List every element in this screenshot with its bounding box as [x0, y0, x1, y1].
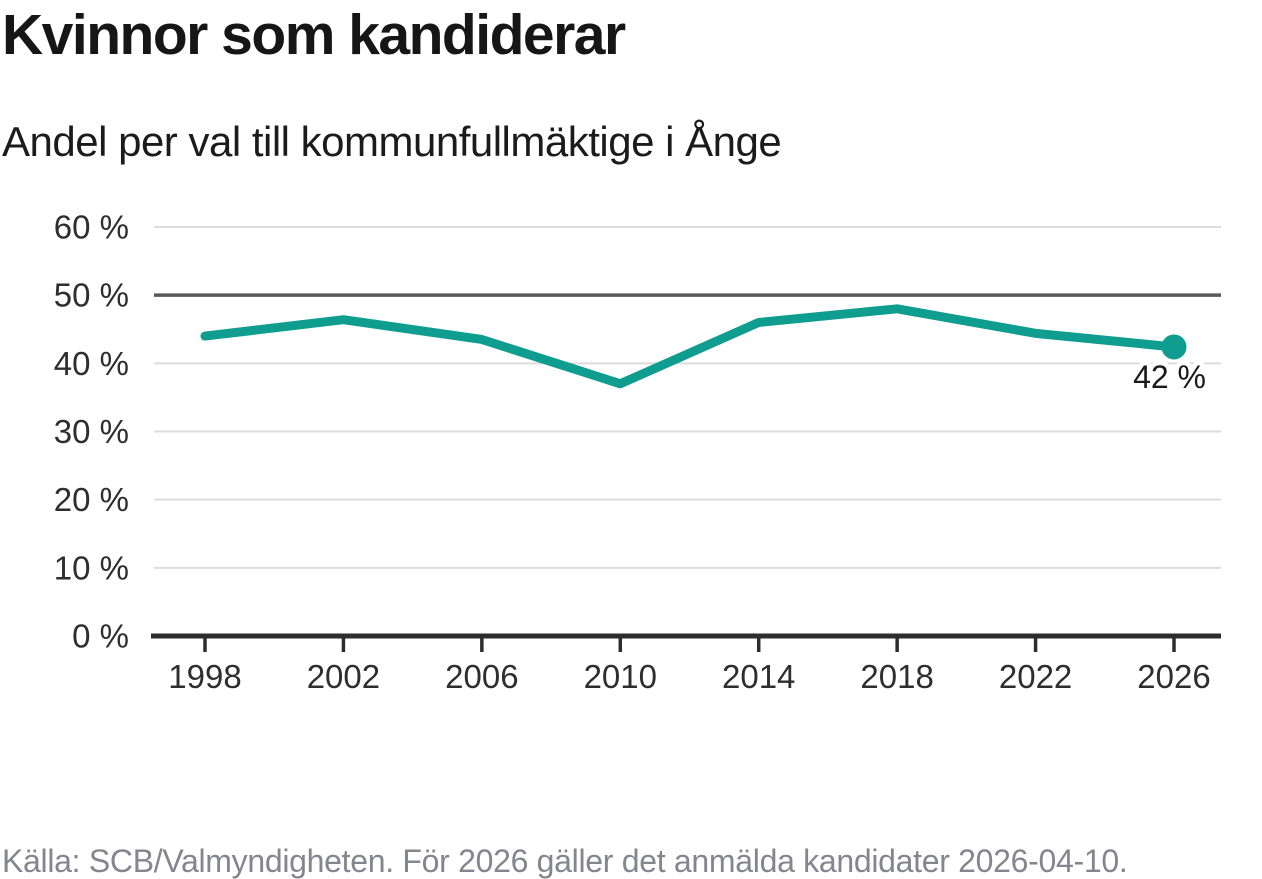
y-tick-label: 50 % — [54, 277, 129, 314]
series-line — [200, 304, 1179, 389]
y-tick-label: 10 % — [54, 549, 129, 586]
y-tick-label: 40 % — [54, 345, 129, 382]
source-note: Källa: SCB/Valmyndigheten. För 2026 gäll… — [2, 843, 1128, 879]
y-tick-label: 30 % — [54, 413, 129, 450]
y-tick-label: 60 % — [54, 209, 129, 246]
x-tick-label: 2006 — [445, 658, 518, 695]
chart-subtitle: Andel per val till kommunfullmäktige i Å… — [2, 118, 782, 165]
x-tick-label: 2018 — [860, 658, 933, 695]
x-tick-label: 2026 — [1137, 658, 1210, 695]
y-tick-label: 20 % — [54, 481, 129, 518]
x-tick-label: 2010 — [584, 658, 657, 695]
chart-title: Kvinnor som kandiderar — [2, 3, 626, 67]
x-tick-label: 2014 — [722, 658, 795, 695]
x-tick-label: 2022 — [999, 658, 1072, 695]
end-value-label: 42 % — [1133, 359, 1206, 395]
end-point-dot — [1161, 334, 1187, 360]
x-tick-label: 1998 — [168, 658, 241, 695]
y-tick-label: 0 % — [72, 618, 129, 655]
x-tick-label: 2002 — [307, 658, 380, 695]
